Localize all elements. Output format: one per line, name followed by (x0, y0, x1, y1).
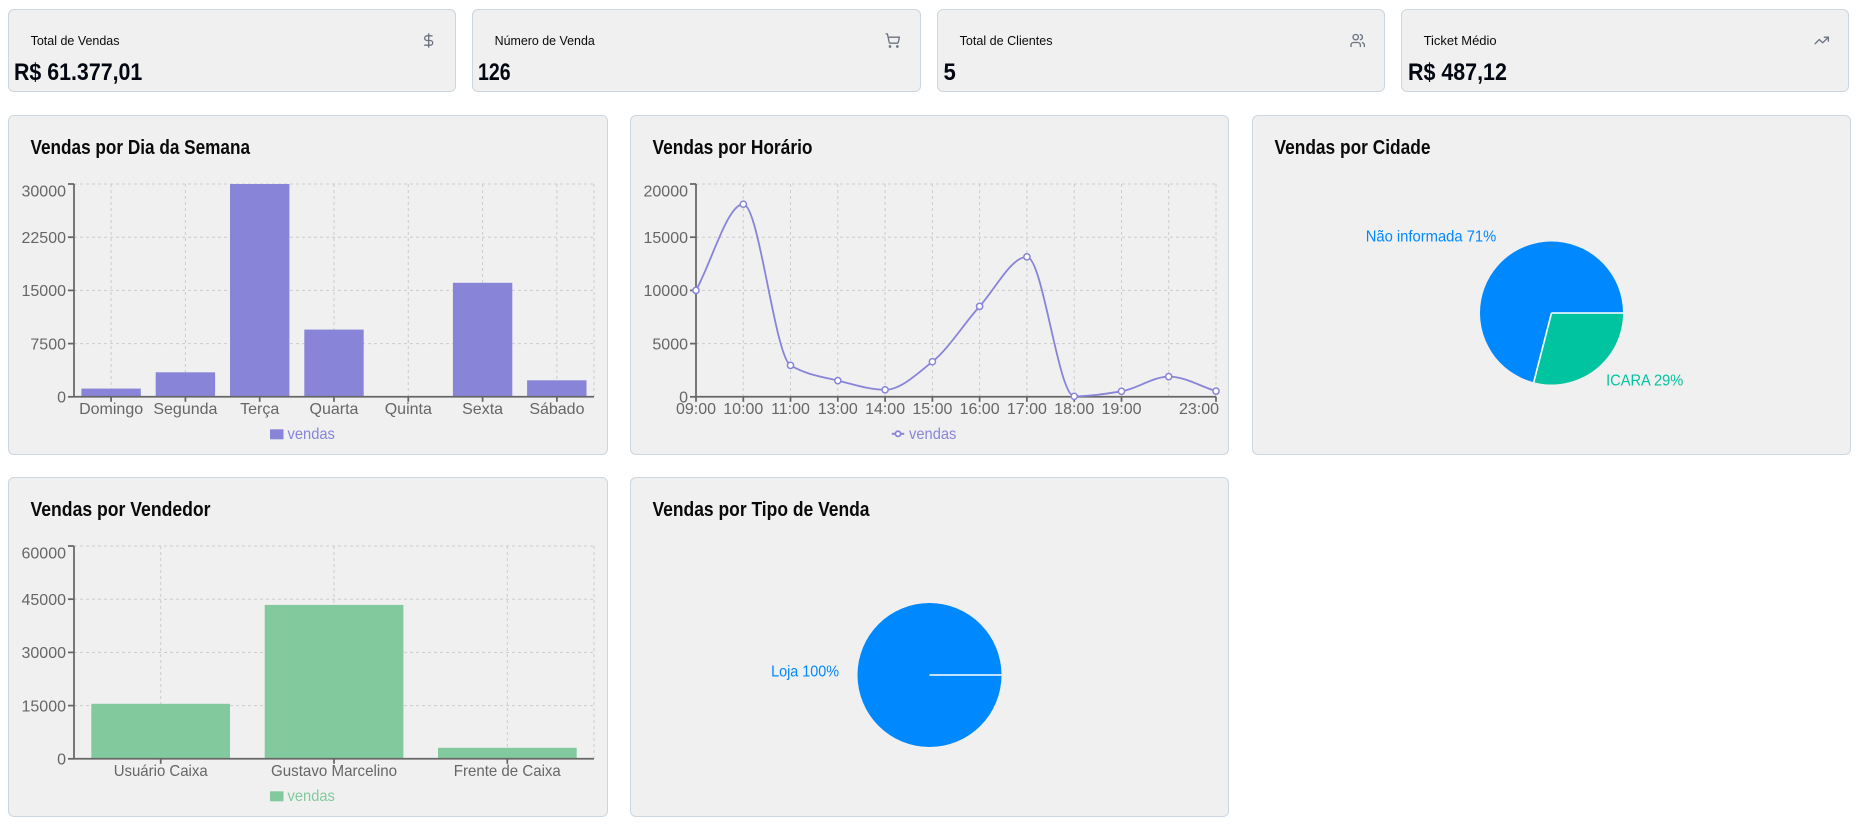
svg-text:7500: 7500 (30, 336, 66, 353)
svg-text:Vendas por Tipo de Venda: Vendas por Tipo de Venda (652, 498, 870, 520)
svg-text:30000: 30000 (22, 183, 67, 200)
svg-text:5: 5 (943, 59, 955, 86)
svg-text:R$ 487,12: R$ 487,12 (1408, 59, 1507, 86)
svg-text:60000: 60000 (22, 545, 67, 562)
svg-text:15:00: 15:00 (912, 401, 952, 418)
svg-text:vendas: vendas (288, 426, 335, 443)
svg-text:20000: 20000 (643, 183, 688, 200)
svg-text:15000: 15000 (643, 230, 688, 247)
svg-text:17:00: 17:00 (1007, 401, 1047, 418)
svg-text:30000: 30000 (22, 645, 67, 662)
svg-text:18:00: 18:00 (1054, 401, 1094, 418)
svg-text:22500: 22500 (22, 230, 67, 247)
svg-text:09:00: 09:00 (676, 401, 716, 418)
svg-text:23:00: 23:00 (1179, 401, 1219, 418)
svg-text:0: 0 (57, 389, 66, 406)
svg-text:126: 126 (478, 59, 511, 86)
svg-text:Usuário Caixa: Usuário Caixa (114, 763, 208, 780)
svg-text:Não informada 71%: Não informada 71% (1365, 228, 1496, 245)
svg-text:10:00: 10:00 (723, 401, 763, 418)
svg-text:19:00: 19:00 (1101, 401, 1141, 418)
svg-text:Número de Venda: Número de Venda (495, 33, 596, 48)
svg-text:13:00: 13:00 (818, 401, 858, 418)
svg-text:Ticket Médio: Ticket Médio (1424, 33, 1497, 48)
svg-text:11:00: 11:00 (771, 401, 810, 418)
svg-text:Vendas por Horário: Vendas por Horário (652, 136, 812, 158)
svg-text:Quinta: Quinta (385, 401, 432, 418)
svg-text:15000: 15000 (22, 283, 67, 300)
svg-text:Loja 100%: Loja 100% (771, 663, 839, 680)
svg-text:Segunda: Segunda (153, 401, 217, 418)
svg-text:5000: 5000 (652, 336, 688, 353)
svg-text:Gustavo Marcelino: Gustavo Marcelino (271, 763, 397, 780)
svg-text:vendas: vendas (909, 426, 956, 443)
svg-text:Vendas por Dia da Semana: Vendas por Dia da Semana (31, 136, 251, 158)
svg-text:Sexta: Sexta (462, 401, 503, 418)
svg-text:Total de Vendas: Total de Vendas (31, 33, 120, 48)
svg-text:Vendas por Vendedor: Vendas por Vendedor (31, 498, 211, 520)
svg-text:Domingo: Domingo (79, 401, 143, 418)
svg-text:Vendas por Cidade: Vendas por Cidade (1274, 136, 1430, 158)
svg-text:Frente de Caixa: Frente de Caixa (454, 763, 561, 780)
svg-text:R$ 61.377,01: R$ 61.377,01 (14, 59, 142, 86)
svg-text:Total de Clientes: Total de Clientes (959, 33, 1052, 48)
svg-text:45000: 45000 (22, 592, 67, 609)
svg-text:Terça: Terça (240, 401, 279, 418)
svg-text:0: 0 (57, 751, 66, 768)
svg-text:16:00: 16:00 (959, 401, 999, 418)
svg-text:10000: 10000 (643, 283, 688, 300)
svg-text:vendas: vendas (288, 788, 335, 805)
svg-text:15000: 15000 (22, 698, 67, 715)
svg-text:Sábado: Sábado (529, 401, 584, 418)
svg-text:14:00: 14:00 (865, 401, 905, 418)
svg-text:0: 0 (679, 389, 688, 406)
svg-text:Quarta: Quarta (310, 401, 359, 418)
svg-text:ICARA 29%: ICARA 29% (1606, 372, 1683, 389)
